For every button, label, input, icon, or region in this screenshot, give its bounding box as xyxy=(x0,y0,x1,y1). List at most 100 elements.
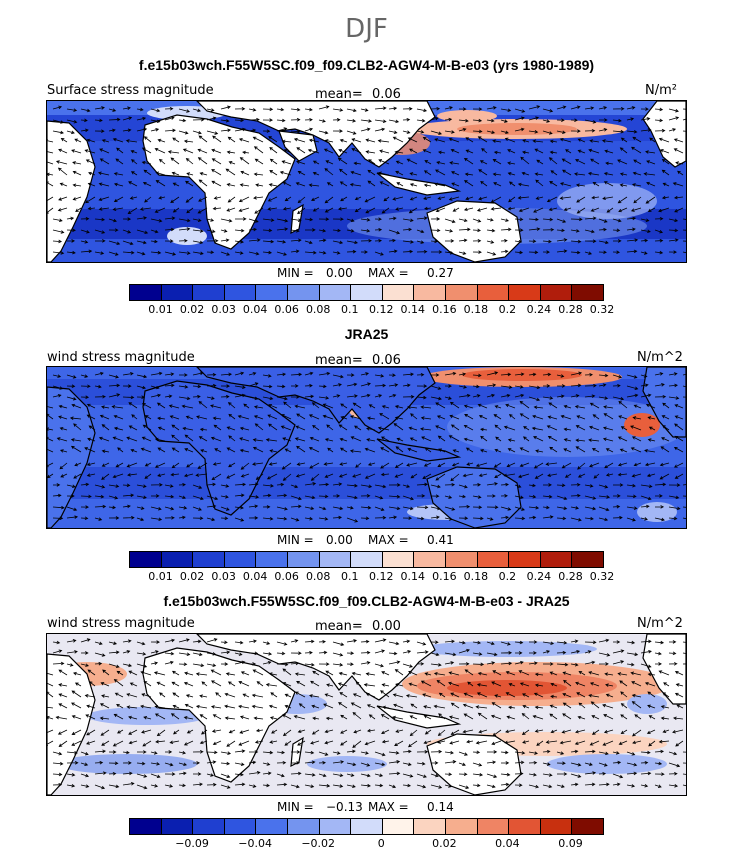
wind-vector-arrow xyxy=(282,207,292,211)
wind-vector-arrow xyxy=(122,493,135,498)
wind-vector-arrow xyxy=(197,207,208,214)
wind-vector-arrow xyxy=(101,424,110,431)
wind-vector-arrow xyxy=(528,515,537,520)
wind-vector-arrow xyxy=(282,473,292,481)
wind-vector-arrow xyxy=(619,183,628,187)
wind-vector-arrow xyxy=(556,105,567,110)
wind-vector-arrow xyxy=(52,483,61,487)
wind-vector-arrow xyxy=(304,506,315,511)
wind-vector-arrow xyxy=(167,150,180,154)
wind-vector-arrow xyxy=(192,130,202,135)
wind-vector-arrow xyxy=(255,473,264,480)
wind-vector-arrow xyxy=(102,669,110,676)
wind-vector-arrow xyxy=(360,108,369,112)
wind-vector-arrow xyxy=(332,217,344,221)
panel3-min-label: MIN = xyxy=(277,800,314,814)
wind-vector-arrow xyxy=(374,119,387,123)
wind-vector-arrow xyxy=(646,181,656,187)
wind-vector-arrow xyxy=(654,505,665,509)
wind-vector-arrow xyxy=(94,517,103,521)
wind-vector-arrow xyxy=(113,182,124,187)
wind-vector-arrow xyxy=(435,425,446,431)
wind-vector-arrow xyxy=(150,229,159,234)
wind-vector-arrow xyxy=(528,483,536,488)
wind-vector-arrow xyxy=(458,107,467,111)
wind-vector-arrow xyxy=(630,425,642,431)
wind-vector-arrow xyxy=(402,773,414,778)
wind-vector-arrow xyxy=(564,473,572,478)
wind-vector-arrow xyxy=(654,662,662,666)
wind-vector-arrow xyxy=(276,107,285,112)
wind-vector-arrow xyxy=(127,207,138,215)
wind-vector-arrow xyxy=(477,403,488,409)
wind-vector-arrow xyxy=(234,228,245,233)
wind-vector-arrow xyxy=(94,641,103,646)
wind-vector-arrow xyxy=(198,179,208,187)
wind-vector-arrow xyxy=(472,250,482,254)
wind-vector-arrow xyxy=(318,751,329,756)
wind-vector-arrow xyxy=(640,383,649,387)
colorbar-swatch xyxy=(161,552,194,567)
wind-vector-arrow xyxy=(559,740,572,745)
wind-vector-arrow xyxy=(206,108,215,112)
wind-vector-arrow xyxy=(380,714,390,720)
wind-vector-arrow xyxy=(438,713,446,720)
wind-vector-arrow xyxy=(164,394,173,399)
wind-vector-arrow xyxy=(472,662,485,667)
wind-vector-arrow xyxy=(556,641,568,645)
wind-vector-arrow xyxy=(682,641,686,643)
wind-vector-arrow xyxy=(122,504,131,509)
wind-vector-arrow xyxy=(325,670,334,676)
wind-vector-arrow xyxy=(308,414,320,420)
wind-vector-arrow xyxy=(410,413,418,420)
wind-vector-arrow xyxy=(676,704,684,709)
wind-vector-arrow xyxy=(108,663,120,669)
wind-vector-arrow xyxy=(251,704,264,709)
wind-vector-arrow xyxy=(514,783,523,787)
wind-vector-arrow xyxy=(433,704,446,709)
wind-vector-arrow xyxy=(128,740,138,745)
wind-vector-arrow xyxy=(206,239,219,243)
wind-vector-arrow xyxy=(430,239,439,244)
wind-vector-arrow xyxy=(226,150,236,154)
wind-vector-arrow xyxy=(154,207,166,213)
wind-vector-arrow xyxy=(101,139,110,143)
wind-vector-arrow xyxy=(269,146,278,154)
colorbar-tick-label: 0.12 xyxy=(369,303,394,316)
wind-vector-arrow xyxy=(603,413,614,420)
wind-vector-arrow xyxy=(199,172,208,176)
wind-vector-arrow xyxy=(495,436,502,442)
panel2-indonesia-landmass xyxy=(376,438,462,462)
wind-vector-arrow xyxy=(192,772,202,776)
wind-vector-arrow xyxy=(112,473,124,479)
wind-vector-arrow xyxy=(171,171,180,176)
wind-vector-arrow xyxy=(463,404,474,409)
wind-vector-arrow xyxy=(113,679,124,687)
wind-vector-arrow xyxy=(486,661,496,665)
wind-vector-arrow xyxy=(605,473,614,477)
wind-vector-arrow xyxy=(548,402,558,409)
wind-vector-arrow xyxy=(584,640,597,645)
wind-vector-arrow xyxy=(542,396,554,400)
wind-vector-arrow xyxy=(388,483,401,487)
wind-vector-arrow xyxy=(472,762,483,767)
wind-vector-arrow xyxy=(350,436,362,442)
wind-vector-arrow xyxy=(491,681,502,687)
wind-vector-arrow xyxy=(304,383,313,388)
wind-vector-arrow xyxy=(276,482,285,487)
wind-vector-arrow xyxy=(668,218,679,223)
wind-vector-arrow xyxy=(122,771,133,776)
wind-vector-arrow xyxy=(364,473,376,479)
panel2-max-value: 0.41 xyxy=(427,533,454,547)
wind-vector-arrow xyxy=(262,516,274,521)
wind-vector-arrow xyxy=(360,127,371,132)
wind-vector-arrow xyxy=(339,138,348,143)
wind-vector-arrow xyxy=(262,505,271,509)
wind-vector-arrow xyxy=(80,118,88,123)
wind-vector-arrow xyxy=(150,483,163,487)
wind-vector-arrow xyxy=(542,749,551,754)
wind-vector-arrow xyxy=(603,405,614,409)
wind-vector-arrow xyxy=(71,690,82,698)
wind-vector-arrow xyxy=(181,404,194,409)
wind-vector-arrow xyxy=(395,207,404,211)
